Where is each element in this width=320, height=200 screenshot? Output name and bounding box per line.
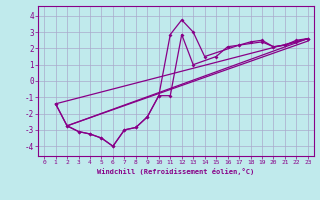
X-axis label: Windchill (Refroidissement éolien,°C): Windchill (Refroidissement éolien,°C) <box>97 168 255 175</box>
